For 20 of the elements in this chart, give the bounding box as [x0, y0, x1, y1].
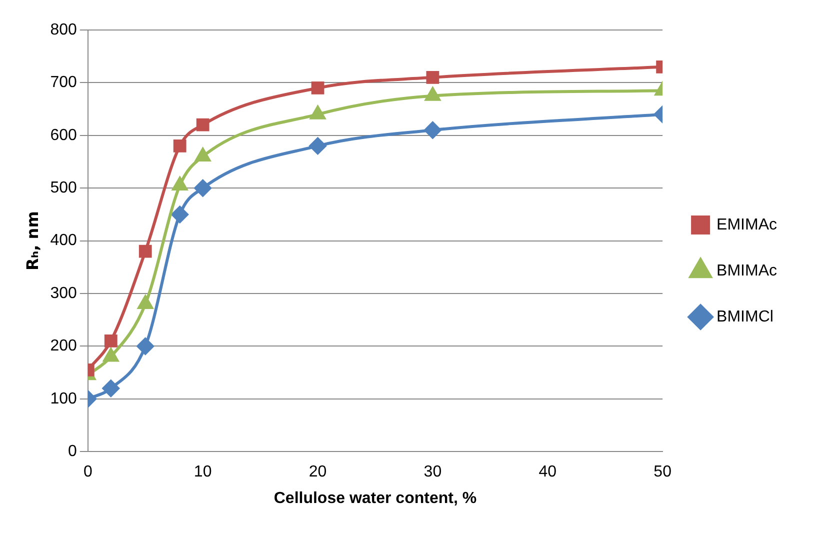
- x-axis-title: Cellulose water content, %: [274, 490, 477, 507]
- x-tick-label: 0: [83, 464, 92, 481]
- legend-label: BMIMCl: [716, 308, 774, 326]
- x-tick-label: 50: [654, 464, 672, 481]
- x-tick-label: 10: [194, 464, 212, 481]
- y-tick-label: 600: [50, 126, 77, 144]
- x-tick-label: 40: [538, 464, 557, 481]
- y-tick-label: 500: [50, 180, 77, 197]
- x-tick-label: 30: [424, 464, 442, 481]
- y-tick-label: 300: [50, 284, 77, 302]
- x-tick-label: 20: [308, 464, 327, 481]
- legend-label: BMIMAc: [716, 262, 778, 280]
- legend-label: EMIMAc: [716, 216, 778, 234]
- y-tick-label: 800: [50, 21, 77, 38]
- y-axis-title: Rₕ, nm: [22, 211, 42, 270]
- y-tick-label: 400: [50, 232, 77, 250]
- y-tick-label: 700: [50, 74, 77, 92]
- y-tick-label: 200: [50, 338, 77, 355]
- y-tick-label: 0: [68, 443, 77, 460]
- y-tick-label: 100: [50, 390, 77, 408]
